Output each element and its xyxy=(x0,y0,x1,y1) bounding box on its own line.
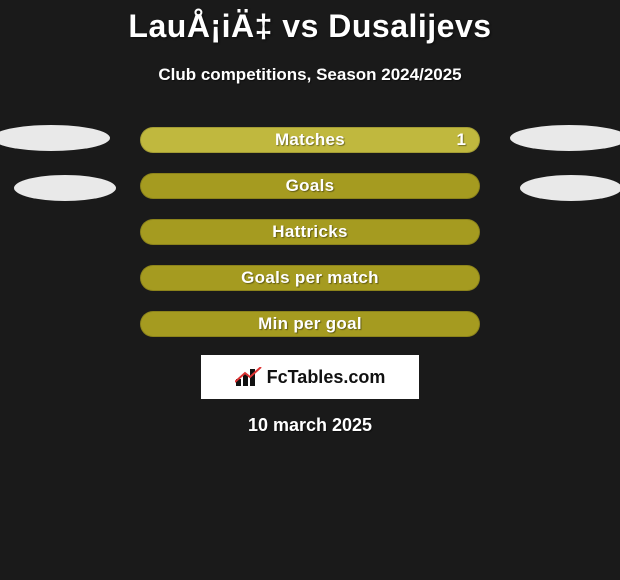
stat-label: Min per goal xyxy=(258,314,362,334)
comparison-widget: LauÅ¡iÄ‡ vs Dusalijevs Club competitions… xyxy=(0,0,620,580)
stat-label: Goals xyxy=(286,176,335,196)
stat-label: Hattricks xyxy=(272,222,347,242)
stat-rows: Matches 1 Goals Hattricks Goals per matc… xyxy=(0,127,620,337)
stat-row-goals-per-match: Goals per match xyxy=(0,265,620,291)
stat-bar-goals: Goals xyxy=(140,173,480,199)
right-value-ellipse xyxy=(520,175,620,201)
stat-row-goals: Goals xyxy=(0,173,620,199)
stat-bar-hattricks: Hattricks xyxy=(140,219,480,245)
page-title: LauÅ¡iÄ‡ vs Dusalijevs xyxy=(0,0,620,45)
stat-bar-matches: Matches 1 xyxy=(140,127,480,153)
stat-label: Goals per match xyxy=(241,268,379,288)
stat-row-min-per-goal: Min per goal xyxy=(0,311,620,337)
left-value-ellipse xyxy=(0,125,110,151)
logo-text: FcTables.com xyxy=(267,367,386,388)
stat-bar-min-per-goal: Min per goal xyxy=(140,311,480,337)
stat-row-hattricks: Hattricks xyxy=(0,219,620,245)
left-value-ellipse xyxy=(14,175,116,201)
stat-row-matches: Matches 1 xyxy=(0,127,620,153)
stat-bar-goals-per-match: Goals per match xyxy=(140,265,480,291)
fctables-link[interactable]: FcTables.com xyxy=(201,355,419,399)
bar-chart-icon xyxy=(235,367,263,387)
stat-value: 1 xyxy=(457,130,466,150)
right-value-ellipse xyxy=(510,125,620,151)
stat-label: Matches xyxy=(275,130,345,150)
footer-date: 10 march 2025 xyxy=(0,415,620,436)
page-subtitle: Club competitions, Season 2024/2025 xyxy=(0,65,620,85)
